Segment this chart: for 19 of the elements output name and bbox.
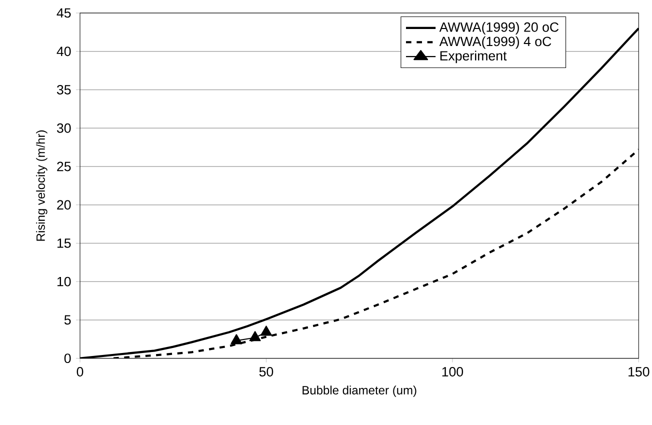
y-axis-title: Rising velocity (m/hr) <box>36 130 48 241</box>
y-tick-label: 40 <box>56 46 71 56</box>
legend-label: Experiment <box>440 50 507 64</box>
y-tick-label: 45 <box>56 8 71 18</box>
y-tick-label: 10 <box>57 276 71 286</box>
x-tick-label: 150 <box>628 367 650 376</box>
y-tick-label: 30 <box>56 123 71 133</box>
legend-label: AWWA(1999) 20 oC <box>439 22 559 34</box>
y-tick-label: 25 <box>57 162 71 172</box>
y-tick-label: 20 <box>57 200 71 210</box>
x-tick-label: 50 <box>259 367 274 376</box>
y-tick-label: 15 <box>57 238 71 248</box>
x-axis-title: Bubble diameter (um) <box>302 386 416 397</box>
x-tick-label: 0 <box>76 367 84 376</box>
x-tick-label: 100 <box>442 367 464 376</box>
legend-label: AWWA(1999) 4 oC <box>439 36 552 49</box>
y-tick-label: 0 <box>64 354 71 364</box>
y-tick-label: 35 <box>56 85 71 94</box>
y-tick-label: 5 <box>64 315 71 325</box>
